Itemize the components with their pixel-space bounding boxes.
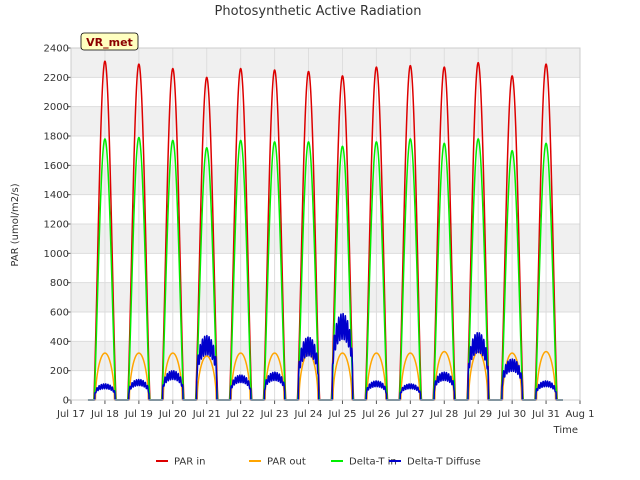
y-tick-label: 1200: [44, 220, 69, 231]
legend-label-delta-t-diffuse: Delta-T Diffuse: [407, 457, 481, 468]
x-tick-label: Jul 30: [497, 409, 526, 420]
x-tick-label: Jul 27: [395, 409, 424, 420]
y-tick-label: 2400: [44, 44, 69, 55]
plot-border: [70, 47, 581, 401]
y-tick-labels: 0 200 400 600 800 1000 1200 1400 1600 1800 2000 220…: [44, 44, 69, 407]
x-tick-label: Jul 23: [260, 409, 289, 420]
y-tick-label: 200: [50, 366, 69, 377]
y-tick-label: 600: [50, 308, 69, 319]
legend-label-delta-t-in: Delta-T in: [349, 457, 397, 468]
plot-band: [71, 106, 580, 136]
x-tick-label: Jul 18: [90, 409, 119, 420]
x-tick-label: Jul 28: [429, 409, 458, 420]
legend: PAR in PAR out Delta-T in Delta-T Diffuse: [156, 457, 481, 468]
x-tick-labels: Jul 17 Jul 18 Jul 19 Jul 20 Jul 21 Jul 22 Jul …: [56, 409, 595, 420]
y-tick-label: 1400: [44, 190, 69, 201]
y-tick-label: 0: [63, 396, 69, 407]
plot-band: [71, 282, 580, 312]
y-tick-label: 800: [50, 278, 69, 289]
y-tick-label: 1000: [44, 249, 69, 260]
x-tick-label: Jul 31: [531, 409, 560, 420]
legend-label-par-out: PAR out: [267, 457, 306, 468]
chart-title: Photosynthetic Active Radiation: [215, 4, 422, 19]
x-tick-label: Jul 22: [226, 409, 255, 420]
station-badge: VR_met: [80, 32, 139, 51]
station-badge-label: VR_met: [86, 36, 133, 49]
plot-band: [71, 165, 580, 195]
plot-band: [71, 224, 580, 254]
y-axis-title: PAR (umol/m2/s): [10, 183, 21, 266]
x-tick-label: Jul 26: [361, 409, 390, 420]
x-tick-label: Jul 29: [463, 409, 492, 420]
legend-label-par-in: PAR in: [174, 457, 205, 468]
x-tick-label: Jul 20: [158, 409, 187, 420]
x-axis-title: Time: [553, 425, 578, 436]
plot-band: [71, 48, 580, 78]
y-tick-label: 2000: [44, 102, 69, 113]
y-tick-label: 2200: [44, 73, 69, 84]
x-tick-label: Jul 21: [192, 409, 221, 420]
x-tick-label: Aug 1: [565, 409, 594, 420]
plot-band: [71, 341, 580, 371]
y-tick-label: 400: [50, 337, 69, 348]
y-tick-label: 1800: [44, 132, 69, 143]
x-tick-label: Jul 25: [327, 409, 356, 420]
axes: [67, 47, 581, 404]
y-tick-label: 1600: [44, 161, 69, 172]
x-tick-label: Jul 24: [294, 409, 323, 420]
x-tick-label: Jul 19: [124, 409, 153, 420]
x-tick-label: Jul 17: [56, 409, 85, 420]
